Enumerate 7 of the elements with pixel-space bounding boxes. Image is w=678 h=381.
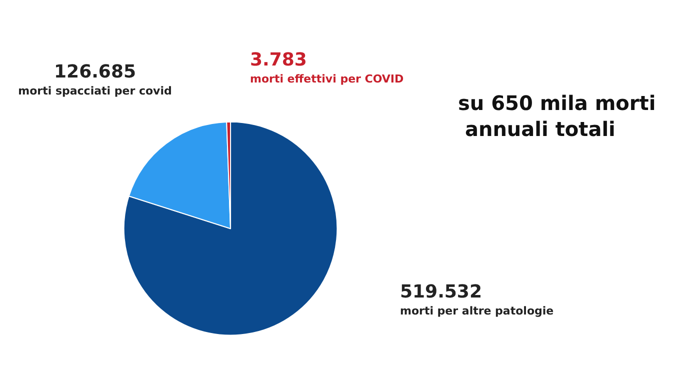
slice-label: morti per altre patologie: [400, 304, 554, 318]
slice-label: morti effettivi per COVID: [250, 72, 404, 86]
data-label: 3.783: [250, 50, 307, 70]
data-label: 126.685: [54, 62, 136, 82]
slice-label: morti spacciati per covid: [18, 84, 172, 98]
data-label: 519.532: [400, 282, 482, 302]
text: su 650 mila morti annuali totali: [458, 91, 656, 141]
